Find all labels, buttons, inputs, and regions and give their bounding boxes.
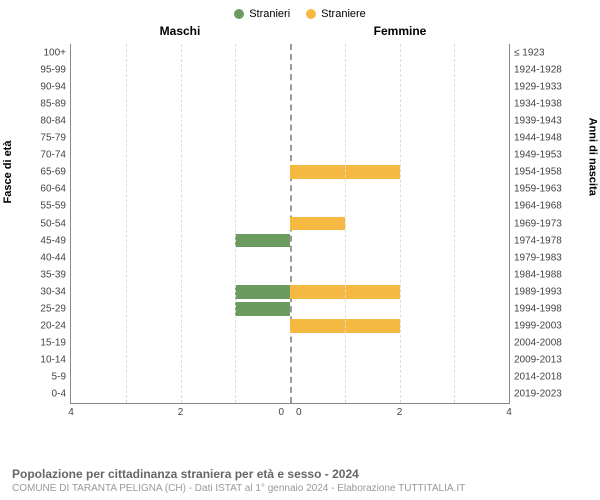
y-tick-age: 60-64 <box>16 184 66 195</box>
y-tick-age: 55-59 <box>16 201 66 212</box>
y-tick-year: 2004-2008 <box>514 338 584 349</box>
y-tick-year: 1989-1993 <box>514 286 584 297</box>
table-row <box>71 232 509 249</box>
y-tick-age: 90-94 <box>16 81 66 92</box>
y-axis-label-left: Fasce di età <box>2 141 14 204</box>
bar-male <box>235 234 290 248</box>
y-tick-age: 25-29 <box>16 303 66 314</box>
legend-item-female: Straniere <box>306 8 366 20</box>
grid-line <box>400 44 401 403</box>
legend-swatch-male <box>234 9 244 19</box>
table-row <box>71 352 509 369</box>
x-ticks: 4 2 0 0 2 4 <box>71 407 509 421</box>
y-tick-age: 85-89 <box>16 98 66 109</box>
y-tick-age: 35-39 <box>16 269 66 280</box>
y-tick-year: 1984-1988 <box>514 269 584 280</box>
table-row <box>71 386 509 403</box>
table-row <box>71 78 509 95</box>
x-tick: 2 <box>397 407 403 418</box>
plot-area: 420024 100+≤ 192395-991924-192890-941929… <box>70 44 510 404</box>
chart-area: Maschi Femmine Fasce di età Anni di nasc… <box>10 24 590 434</box>
y-tick-age: 65-69 <box>16 167 66 178</box>
y-tick-age: 50-54 <box>16 218 66 229</box>
table-row <box>71 369 509 386</box>
y-tick-year: 1939-1943 <box>514 115 584 126</box>
table-row <box>71 61 509 78</box>
y-tick-year: 2009-2013 <box>514 355 584 366</box>
grid-line <box>454 44 455 403</box>
legend-label-female: Straniere <box>321 8 366 20</box>
grid-line <box>181 44 182 403</box>
y-tick-year: 1949-1953 <box>514 150 584 161</box>
table-row <box>71 164 509 181</box>
y-tick-year: 1974-1978 <box>514 235 584 246</box>
table-row <box>71 129 509 146</box>
y-tick-year: 1944-1948 <box>514 133 584 144</box>
y-tick-year: 1969-1973 <box>514 218 584 229</box>
y-tick-age: 10-14 <box>16 355 66 366</box>
y-tick-year: 1999-2003 <box>514 321 584 332</box>
y-tick-year: 1994-1998 <box>514 303 584 314</box>
y-tick-age: 70-74 <box>16 150 66 161</box>
y-tick-year: 1924-1928 <box>514 64 584 75</box>
y-tick-year: 1959-1963 <box>514 184 584 195</box>
y-tick-age: 100+ <box>16 47 66 58</box>
y-tick-year: 2019-2023 <box>514 389 584 400</box>
y-tick-year: 1934-1938 <box>514 98 584 109</box>
column-header-right: Femmine <box>290 24 510 38</box>
legend-item-male: Stranieri <box>234 8 290 20</box>
table-row <box>71 300 509 317</box>
x-tick: 4 <box>68 407 74 418</box>
y-tick-age: 40-44 <box>16 252 66 263</box>
y-tick-age: 80-84 <box>16 115 66 126</box>
y-tick-year: 1954-1958 <box>514 167 584 178</box>
table-row <box>71 266 509 283</box>
y-tick-age: 30-34 <box>16 286 66 297</box>
legend: Stranieri Straniere <box>0 0 600 24</box>
y-tick-age: 75-79 <box>16 133 66 144</box>
table-row <box>71 335 509 352</box>
table-row <box>71 44 509 61</box>
x-tick: 0 <box>296 407 302 418</box>
legend-swatch-female <box>306 9 316 19</box>
chart-subtitle: COMUNE DI TARANTA PELIGNA (CH) - Dati IS… <box>12 483 588 494</box>
table-row <box>71 147 509 164</box>
grid-line <box>345 44 346 403</box>
rows-container <box>71 44 509 403</box>
footer: Popolazione per cittadinanza straniera p… <box>12 467 588 494</box>
y-tick-year: 1979-1983 <box>514 252 584 263</box>
y-tick-age: 15-19 <box>16 338 66 349</box>
table-row <box>71 198 509 215</box>
legend-label-male: Stranieri <box>249 8 290 20</box>
chart-title: Popolazione per cittadinanza straniera p… <box>12 467 588 481</box>
y-tick-age: 5-9 <box>16 372 66 383</box>
table-row <box>71 249 509 266</box>
table-row <box>71 181 509 198</box>
bar-female <box>290 217 345 231</box>
y-tick-year: 1964-1968 <box>514 201 584 212</box>
column-header-left: Maschi <box>70 24 290 38</box>
y-tick-age: 95-99 <box>16 64 66 75</box>
table-row <box>71 112 509 129</box>
table-row <box>71 215 509 232</box>
y-tick-age: 0-4 <box>16 389 66 400</box>
grid-line <box>126 44 127 403</box>
y-axis-label-right: Anni di nascita <box>586 118 598 196</box>
y-tick-year: 2014-2018 <box>514 372 584 383</box>
y-tick-age: 45-49 <box>16 235 66 246</box>
bar-male <box>235 302 290 316</box>
y-tick-year: ≤ 1923 <box>514 47 584 58</box>
x-tick: 0 <box>278 407 284 418</box>
y-tick-age: 20-24 <box>16 321 66 332</box>
grid-line <box>235 44 236 403</box>
x-tick: 4 <box>506 407 512 418</box>
table-row <box>71 95 509 112</box>
table-row <box>71 283 509 300</box>
x-tick: 2 <box>178 407 184 418</box>
y-tick-year: 1929-1933 <box>514 81 584 92</box>
column-headers: Maschi Femmine <box>70 24 510 38</box>
bar-male <box>235 285 290 299</box>
table-row <box>71 318 509 335</box>
